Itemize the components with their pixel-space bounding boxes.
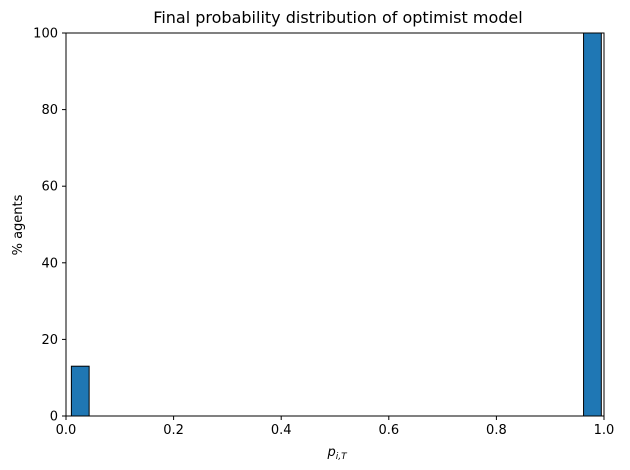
x-axis-ticks: 0.0 0.2 0.4 0.6 0.8 1.0 [56, 416, 615, 438]
y-tick-label-1: 20 [41, 333, 58, 348]
y-axis-ticks: 0 20 40 60 80 100 [33, 27, 66, 425]
x-axis-label: pi,T [326, 445, 348, 462]
plot-frame [65, 32, 605, 417]
histogram-bar-0 [70, 365, 90, 417]
y-tick-label-5: 100 [33, 27, 58, 42]
histogram-bar-1 [583, 32, 602, 417]
x-tick-label-0: 0.0 [56, 423, 77, 438]
x-tick-label-2: 0.4 [271, 423, 292, 438]
x-tick-label-1: 0.2 [163, 423, 184, 438]
chart-title: Final probability distribution of optimi… [153, 8, 522, 27]
x-axis-label-main: p [326, 445, 335, 460]
y-tick-label-2: 40 [41, 256, 58, 271]
x-tick-label-4: 0.8 [486, 423, 507, 438]
x-axis-label-sub: i,T [336, 452, 348, 462]
x-tick-label-5: 1.0 [594, 423, 615, 438]
bars-group [70, 32, 602, 417]
x-tick-label-3: 0.6 [378, 423, 399, 438]
y-tick-label-0: 0 [50, 410, 58, 425]
y-axis-label: % agents [11, 194, 26, 255]
y-tick-label-4: 80 [41, 103, 58, 118]
y-tick-label-3: 60 [41, 180, 58, 195]
